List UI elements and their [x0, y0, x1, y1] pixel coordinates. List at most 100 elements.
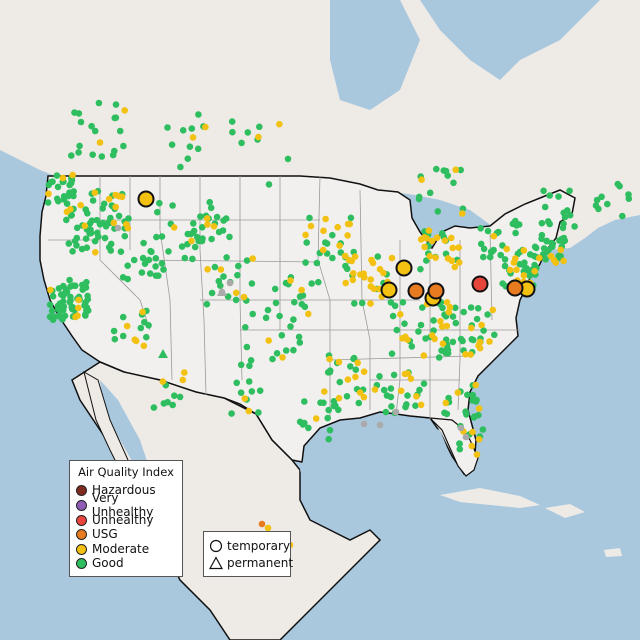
- good-marker: [51, 313, 58, 321]
- triangle-icon: [209, 556, 223, 570]
- moderate-marker: [421, 243, 428, 251]
- moderate-marker: [520, 247, 528, 254]
- good-marker: [499, 280, 507, 287]
- good-marker: [75, 149, 82, 156]
- good-marker: [326, 426, 334, 434]
- good-marker: [391, 302, 399, 310]
- good-marker: [232, 296, 240, 304]
- no-data-marker: [462, 433, 470, 441]
- unhealthy-swatch-icon: [76, 514, 87, 526]
- moderate-marker: [520, 272, 528, 279]
- moderate-marker: [110, 219, 118, 227]
- moderate-marker: [557, 246, 565, 254]
- good-marker: [130, 256, 138, 264]
- good-marker: [419, 304, 426, 311]
- moderate-marker: [139, 308, 146, 316]
- good-marker: [269, 355, 276, 363]
- legend-item-moderate: Moderate: [76, 542, 149, 556]
- legend-label: USG: [92, 527, 118, 541]
- moderate-marker: [475, 405, 483, 412]
- good-marker: [53, 195, 61, 203]
- good-marker: [191, 243, 199, 251]
- good-marker: [125, 215, 132, 222]
- good-marker: [439, 304, 446, 312]
- canada-land: [0, 0, 640, 250]
- good-marker: [237, 389, 245, 397]
- good-marker: [140, 239, 147, 247]
- moderate-marker: [446, 303, 454, 311]
- good-marker: [449, 313, 457, 320]
- legend-item-unhealthy: Unhealthy: [76, 513, 153, 527]
- moderate-marker: [397, 387, 405, 395]
- moderate-marker: [287, 277, 294, 284]
- moderate-marker: [469, 428, 476, 436]
- moderate-marker: [547, 252, 555, 260]
- legend-item-permanent: permanent: [209, 556, 293, 570]
- good-marker: [146, 270, 154, 277]
- good-marker: [566, 187, 573, 195]
- good-marker: [456, 440, 464, 448]
- moderate-marker: [468, 324, 475, 332]
- usg-marker: [506, 279, 524, 297]
- good-marker: [544, 218, 552, 225]
- good-marker: [273, 350, 281, 357]
- good-marker: [325, 406, 333, 414]
- moderate-marker: [170, 224, 178, 231]
- good-marker: [415, 328, 422, 335]
- good-marker: [165, 248, 172, 255]
- moderate-marker: [370, 285, 378, 293]
- good-marker: [256, 387, 264, 395]
- moderate-marker: [276, 120, 283, 128]
- aqi-legend: Air Quality Index Hazardous Very Unhealt…: [69, 460, 183, 577]
- moderate-marker: [298, 286, 305, 294]
- moderate-marker: [467, 351, 474, 358]
- good-marker: [317, 399, 324, 407]
- good-marker: [63, 216, 70, 224]
- moderate-marker: [368, 256, 375, 264]
- good-marker: [561, 213, 569, 221]
- good-marker: [526, 251, 534, 258]
- good-marker: [169, 202, 176, 209]
- moderate-markers: [45, 107, 567, 458]
- good-marker: [121, 232, 129, 240]
- good-marker: [115, 212, 123, 220]
- good-marker: [479, 426, 487, 433]
- good-marker: [303, 239, 311, 246]
- good-marker: [383, 392, 391, 399]
- good-marker: [188, 125, 196, 132]
- moderate-large-marker: [137, 190, 155, 208]
- moderate-marker: [351, 253, 359, 260]
- good-marker: [501, 256, 509, 263]
- good-marker: [168, 141, 176, 148]
- moderate-marker: [232, 289, 240, 297]
- moderate-marker: [367, 300, 374, 307]
- moderate-marker: [112, 191, 119, 199]
- moderate-marker: [388, 254, 396, 262]
- good-marker: [194, 233, 201, 241]
- moderate-marker: [468, 442, 476, 450]
- good-marker: [374, 253, 382, 260]
- good-marker: [430, 317, 437, 324]
- good-marker: [416, 386, 423, 394]
- moderate-marker: [344, 376, 352, 383]
- good-marker: [234, 271, 241, 279]
- good-marker: [247, 357, 255, 364]
- moderate-marker: [350, 270, 357, 277]
- moderate-marker: [455, 244, 462, 251]
- good-marker: [48, 307, 56, 315]
- good-marker: [219, 227, 227, 234]
- good-marker: [278, 332, 286, 339]
- good-marker: [98, 153, 106, 160]
- moderate-marker: [322, 215, 329, 223]
- good-marker: [404, 392, 411, 399]
- good-marker: [70, 188, 77, 195]
- good-marker: [68, 152, 75, 159]
- moderate-marker: [188, 237, 195, 245]
- good-marker: [457, 166, 465, 174]
- moderate-marker: [92, 249, 99, 256]
- moderate-marker: [321, 388, 328, 395]
- moderate-marker: [425, 227, 433, 234]
- good-marker: [296, 339, 304, 346]
- good-marker: [229, 128, 236, 136]
- moderate-marker: [512, 255, 519, 262]
